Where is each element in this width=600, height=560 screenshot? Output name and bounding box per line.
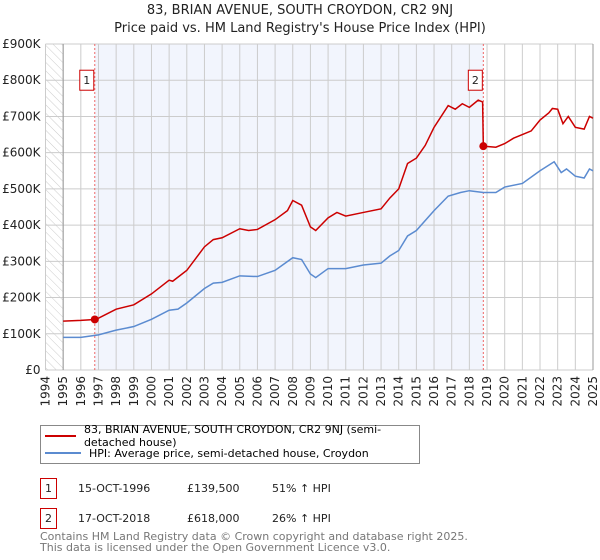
x-tick-label: 2000 (144, 376, 158, 407)
x-tick-label: 1999 (127, 376, 141, 407)
y-tick-label: £100K (2, 327, 42, 341)
line-chart: 1994 1995 1996 1997 1998 1999 2000 2001 2002 2003… (2, 37, 600, 407)
x-tick-label: 2013 (374, 376, 388, 407)
x-tick-label: 2002 (180, 376, 194, 407)
footer: Contains HM Land Registry data © Crown c… (40, 531, 468, 553)
x-tick-label: 1996 (74, 376, 88, 407)
sale-date: 17-OCT-2018 (78, 512, 151, 525)
x-tick-label: 2024 (568, 376, 582, 407)
x-tick-label: 2017 (445, 376, 459, 407)
sale-badge: 2 (40, 508, 57, 529)
sale-point (90, 315, 99, 324)
x-tick-label: 2011 (339, 376, 353, 407)
sale-hpi: 51% ↑ HPI (272, 482, 331, 495)
x-tick-label: 2019 (480, 376, 494, 407)
x-tick-label: 1995 (56, 376, 70, 407)
no-data-hatch (45, 44, 64, 370)
y-tick-label: £400K (2, 218, 42, 232)
x-tick-label: 2008 (286, 376, 300, 407)
y-tick-label: £600K (2, 146, 42, 160)
y-tick-label: £500K (2, 182, 42, 196)
legend: 83, BRIAN AVENUE, SOUTH CROYDON, CR2 9NJ… (40, 423, 420, 464)
x-tick-label: 2005 (233, 376, 247, 407)
legend-item-property: 83, BRIAN AVENUE, SOUTH CROYDON, CR2 9NJ… (45, 423, 419, 449)
annotation-label: 2 (472, 74, 479, 87)
series-line-hpi (63, 160, 594, 339)
sale-price: £139,500 (187, 482, 240, 495)
x-tick-label: 2003 (197, 376, 211, 407)
sale-price: £618,000 (187, 512, 240, 525)
x-tick-label: 2023 (551, 376, 565, 407)
y-tick-label: £200K (2, 291, 42, 305)
annotation-box (467, 69, 483, 91)
x-tick-label: 1997 (91, 376, 105, 407)
chart-title: 83, BRIAN AVENUE, SOUTH CROYDON, CR2 9NJ (146, 3, 454, 18)
x-tick-label: 2018 (462, 376, 476, 407)
legend-item-hpi: HPI: Average price, semi-detached house,… (45, 445, 369, 461)
footer-line: This data is licensed under the Open Gov… (40, 541, 391, 554)
legend-label: 83, BRIAN AVENUE, SOUTH CROYDON, CR2 9NJ… (83, 423, 382, 449)
x-tick-label: 2016 (427, 376, 441, 407)
annotation-label: 1 (83, 74, 90, 87)
series-line-property (63, 99, 594, 322)
y-tick-label: £900K (2, 37, 42, 51)
x-tick-label: 2006 (250, 376, 264, 407)
legend-swatch-red (45, 435, 76, 437)
x-tick-label: 2022 (533, 376, 547, 407)
sale-point (479, 142, 488, 151)
x-tick-label: 2001 (162, 376, 176, 407)
x-tick-label: 2007 (268, 376, 282, 407)
footer-line: Contains HM Land Registry data © Crown c… (40, 530, 468, 543)
x-tick-label: 2004 (215, 376, 229, 407)
y-tick-label: £0 (25, 363, 40, 377)
y-tick-label: £300K (2, 254, 42, 268)
x-tick-label: 2009 (303, 376, 317, 407)
y-tick-label: £800K (2, 73, 42, 87)
x-tick-label: 2014 (392, 376, 406, 407)
x-tick-label: 2025 (586, 376, 600, 407)
x-tick-label: 1998 (109, 376, 123, 407)
x-tick-label: 2021 (515, 376, 529, 407)
chart-subtitle: Price paid vs. HM Land Registry's House … (114, 21, 486, 36)
sale-hpi: 26% ↑ HPI (272, 512, 331, 525)
x-tick-label: 2012 (356, 376, 370, 407)
sale-date: 15-OCT-1996 (78, 482, 151, 495)
x-tick-label: 1994 (39, 376, 53, 407)
x-tick-label: 2015 (409, 376, 423, 407)
legend-swatch-blue (45, 452, 81, 454)
legend-label: HPI: Average price, semi-detached house,… (89, 446, 369, 460)
annotation-box (79, 69, 95, 91)
y-tick-label: £700K (2, 109, 42, 123)
x-tick-label: 2010 (321, 376, 335, 407)
sale-badge: 1 (40, 478, 57, 499)
x-tick-label: 2020 (498, 376, 512, 407)
